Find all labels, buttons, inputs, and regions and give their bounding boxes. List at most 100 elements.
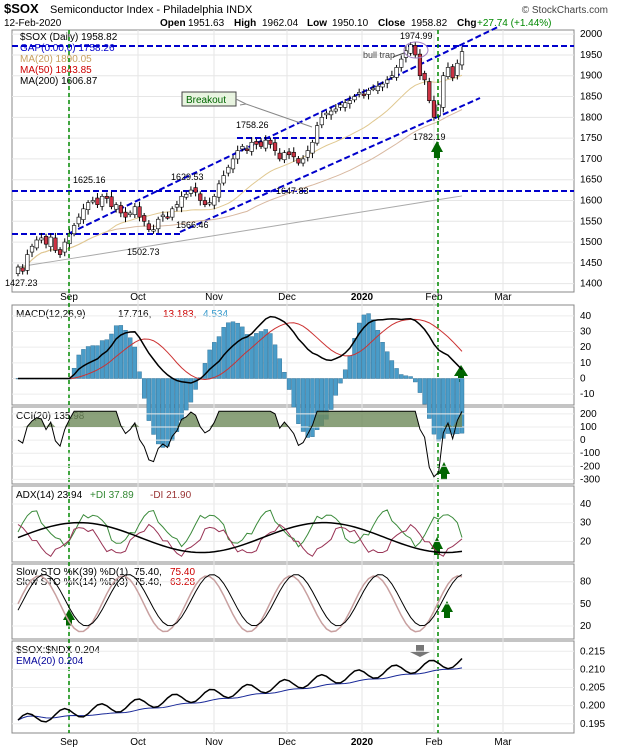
macd-histogram (15, 313, 465, 448)
macd-hist-bar (277, 358, 282, 379)
breakout-pointer (235, 98, 313, 128)
candle-body (450, 66, 455, 79)
y-tick: -10 (580, 389, 595, 400)
macd-hist-bar (141, 378, 147, 399)
open-value: 1951.63 (188, 18, 225, 29)
x-tick-label: 2020 (351, 737, 374, 748)
macd-legend: MACD(12,26,9) 17.716, 13.183, 4.534 (16, 309, 228, 320)
label-1974: 1974.99 (400, 31, 433, 41)
ratio-ema-label: EMA(20) 0.204 (16, 656, 84, 667)
date: 12-Feb-2020 (4, 18, 62, 29)
candle-body (338, 104, 343, 108)
macd-hist-bar (146, 378, 152, 421)
candle-body (104, 196, 109, 199)
candle-body (427, 81, 432, 101)
candle-body (441, 75, 446, 108)
macd-hist: 4.534 (203, 309, 228, 320)
y-tick: 40 (580, 499, 592, 510)
macd-hist-bar (413, 378, 418, 383)
sto-panel-frame (11, 563, 575, 640)
x-tick-label: Mar (494, 292, 512, 303)
candle-body (109, 196, 114, 208)
candle-body (254, 141, 259, 145)
arrow-up-icon (438, 462, 450, 480)
ma200-line (17, 195, 463, 268)
macd-hist-bar (389, 360, 395, 379)
candle-body (221, 175, 226, 184)
macd-hist-bar (310, 378, 315, 437)
candle-body (48, 236, 53, 247)
macd-hist-bar (156, 378, 161, 445)
chg-value: +27.74 (+1.44%) (477, 18, 552, 29)
macd-hist-bar (399, 374, 404, 379)
low-label: Low (307, 18, 327, 29)
candle-body (277, 152, 282, 160)
index-name: Semiconductor Index - Philadelphia INDX (50, 4, 253, 16)
channel-lower-line (179, 97, 481, 233)
candle-body (244, 148, 250, 151)
candle-body (198, 193, 203, 201)
x-tick-label: Feb (425, 737, 443, 748)
y-tick: 0.200 (580, 701, 605, 712)
candle-body (165, 216, 170, 219)
high-label: High (234, 18, 256, 29)
price-y-tick: 1900 (580, 71, 603, 82)
adx-panel-frame (11, 485, 575, 563)
candle-body (235, 150, 240, 160)
channel-upper-line (69, 25, 501, 234)
candle-body (212, 196, 217, 206)
x-tick-label: Mar (494, 737, 512, 748)
x-tick-label: Nov (205, 292, 223, 303)
macd-hist-bar (184, 378, 189, 411)
price-y-tick: 1550 (580, 216, 603, 227)
price-legend-item: GAP(0.00,0) 1758.26 (20, 43, 115, 54)
macd-hist-bar (431, 378, 437, 435)
macd-hist-bar (385, 351, 390, 379)
adx-y-axis: 40 30 20 (12, 499, 592, 547)
macd-hist-bar (347, 355, 353, 379)
macd-hist-bar (212, 342, 217, 379)
mdi-line (17, 523, 463, 557)
y-tick: 20 (580, 621, 592, 632)
macd-hist-bar (202, 363, 208, 379)
price-annotations: 1974.99 bull trap 1758.26 1629.53 1625.1… (5, 31, 446, 288)
price-y-tick: 1850 (580, 92, 603, 103)
macd-hist-bar (113, 325, 119, 379)
candle-body (455, 62, 460, 76)
y-tick: 0 (580, 435, 586, 446)
price-y-tick: 1800 (580, 112, 603, 123)
sto-value-1: 75.40, (134, 567, 162, 578)
macd-hist-bar (380, 342, 385, 379)
candle-body (39, 237, 44, 241)
y-tick: -200 (580, 461, 600, 472)
x-tick-label: Oct (130, 737, 146, 748)
price-y-tick: 1500 (580, 237, 603, 248)
candle-body (151, 229, 156, 232)
y-tick: -300 (580, 474, 600, 485)
macd-hist-bar (137, 371, 142, 379)
y-tick: 20 (580, 342, 592, 353)
candle-body (160, 214, 165, 218)
macd-hist-bar (165, 378, 170, 447)
candle-body (357, 92, 362, 95)
candle-body (128, 212, 133, 215)
pdi-line (17, 509, 463, 548)
macd-hist-bar (272, 344, 278, 379)
candle-body (389, 75, 394, 78)
x-tick-label: Nov (205, 737, 223, 748)
ohlc-readout: Open 1951.63 High 1962.04 Low 1950.10 Cl… (160, 18, 552, 29)
adx-mdi: -DI 21.90 (150, 490, 192, 501)
adx-pdi: +DI 37.89 (90, 490, 134, 501)
macd-hist-bar (151, 378, 156, 435)
candle-body (226, 166, 231, 174)
candle-body (71, 225, 77, 235)
label-1502: 1502.73 (127, 247, 160, 257)
price-y-axis: 2000 1950 1900 1850 1800 1750 1700 1650 1600 1550… (580, 29, 603, 290)
y-tick: 50 (580, 599, 592, 610)
macd-hist-bar (417, 378, 423, 393)
candle-body (324, 112, 329, 116)
candle-body (380, 83, 385, 88)
sto-label-1: Slow STO %K(39) %D(1) (16, 567, 128, 578)
cci-label: CCI(20) 135.98 (16, 411, 85, 422)
candle-body (76, 216, 81, 225)
